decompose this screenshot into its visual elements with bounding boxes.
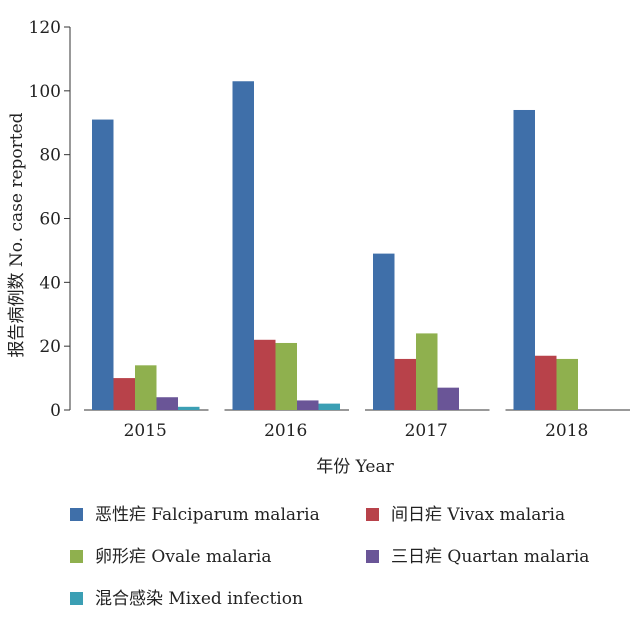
legend: 恶性疟 Falciparum malaria 间日疟 Vivax malaria 卵…: [70, 505, 589, 609]
legend-label: 混合感染 Mixed infection: [95, 589, 303, 609]
bar: [254, 339, 276, 410]
legend-swatch: [70, 508, 83, 521]
x-axis-title: 年份 Year: [316, 457, 394, 477]
y-axis-title: 报告病例数 No. case reported: [7, 112, 27, 357]
bar: [437, 387, 459, 410]
legend-swatch: [366, 508, 379, 521]
bar: [135, 365, 157, 410]
bar: [535, 355, 557, 410]
bar: [556, 358, 578, 410]
legend-label: 卵形疟 Ovale malaria: [95, 547, 272, 567]
y-tick-label: 80: [39, 146, 61, 166]
x-tick-label: 2018: [545, 421, 588, 441]
bar: [394, 358, 416, 410]
y-tick-label: 60: [39, 210, 61, 230]
y-tick-label: 120: [29, 18, 61, 38]
bars: [92, 81, 578, 410]
bar: [373, 253, 395, 410]
legend-label: 间日疟 Vivax malaria: [391, 505, 565, 525]
legend-swatch: [366, 550, 379, 563]
tick-labels: 0 20 40 60 80 100 120 2015 2016 2017 2018: [29, 18, 589, 441]
bar: [297, 400, 319, 410]
y-tick-label: 40: [39, 273, 61, 293]
bar: [92, 119, 114, 410]
legend-label: 三日疟 Quartan malaria: [391, 547, 589, 567]
y-tick-label: 100: [29, 82, 61, 102]
legend-swatch: [70, 592, 83, 605]
bar: [156, 397, 178, 410]
bar: [113, 378, 135, 410]
y-tick-label: 0: [50, 401, 61, 421]
bar: [232, 81, 254, 410]
bar: [178, 406, 200, 410]
axes: [64, 26, 630, 411]
bar: [275, 342, 297, 410]
bar: [416, 333, 438, 410]
x-tick-label: 2017: [405, 421, 448, 441]
x-tick-label: 2015: [124, 421, 167, 441]
x-tick-label: 2016: [264, 421, 307, 441]
legend-label: 恶性疟 Falciparum malaria: [95, 505, 320, 525]
bar: [513, 109, 535, 410]
bar: [318, 403, 340, 410]
legend-swatch: [70, 550, 83, 563]
y-tick-label: 20: [39, 337, 61, 357]
